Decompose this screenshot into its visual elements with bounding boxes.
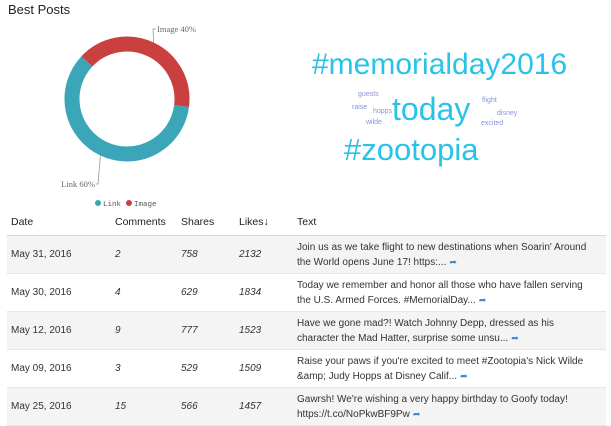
cloud-word[interactable]: wilde — [366, 119, 382, 126]
cell-shares: 629 — [177, 273, 235, 312]
cloud-word[interactable]: raise — [352, 104, 368, 111]
share-icon[interactable]: ➦ — [460, 370, 468, 381]
post-text: Raise your paws if you're excited to mee… — [297, 355, 584, 382]
cell-comments: 15 — [111, 387, 177, 426]
donut-chart-svg: Link 60% Image 40% Link Image — [61, 24, 196, 209]
post-text: Today we remember and honor all those wh… — [297, 279, 583, 306]
table-row: May 31, 2016 2 758 2132 Join us as we ta… — [7, 235, 606, 274]
cell-date: May 25, 2016 — [7, 387, 111, 426]
cell-comments: 9 — [111, 311, 177, 350]
cell-likes: 1457 — [235, 387, 293, 426]
cloud-word[interactable]: today — [392, 91, 471, 127]
table-row: May 12, 2016 9 777 1523 Have we gone mad… — [7, 311, 606, 350]
cell-shares: 566 — [177, 387, 235, 426]
slice-label: Link 60% — [61, 179, 95, 189]
cloud-word[interactable]: disney — [497, 110, 518, 117]
slice-label-leader — [96, 155, 101, 185]
donut-slice-link[interactable] — [64, 56, 190, 162]
cell-date: May 31, 2016 — [7, 235, 111, 274]
cloud-word[interactable]: #memorialday2016 — [312, 48, 568, 81]
cell-date: May 12, 2016 — [7, 311, 111, 350]
cell-comments: 2 — [111, 235, 177, 274]
cell-text: Today we remember and honor all those wh… — [293, 273, 606, 312]
post-text: Join us as we take flight to new destina… — [297, 241, 587, 268]
donut-slice-image[interactable] — [81, 36, 190, 107]
column-header-comments[interactable]: Comments — [111, 209, 177, 236]
cell-date: May 09, 2016 — [7, 349, 111, 388]
word-cloud: #memorialday2016 today #zootopia guests … — [300, 50, 600, 180]
column-header-shares[interactable]: Shares — [177, 209, 235, 236]
share-icon[interactable]: ➦ — [412, 408, 421, 419]
column-header-likes[interactable]: Likes↓ — [235, 209, 293, 236]
slice-label-leader — [152, 28, 156, 43]
share-icon[interactable]: ➦ — [449, 256, 457, 267]
post-text: Have we gone mad?! Watch Johnny Depp, dr… — [297, 317, 554, 344]
legend-item[interactable]: Link — [103, 201, 122, 209]
cloud-word[interactable]: #zootopia — [344, 132, 479, 167]
cell-text: Gawrsh! We're wishing a very happy birth… — [293, 387, 606, 426]
best-posts-table: Date Comments Shares Likes↓ Text May 31,… — [7, 209, 606, 426]
donut-chart: Link 60% Image 40% Link Image — [0, 14, 260, 214]
cell-likes: 1834 — [235, 273, 293, 312]
legend-swatch — [95, 200, 101, 206]
share-icon[interactable]: ➦ — [511, 332, 519, 343]
cell-shares: 777 — [177, 311, 235, 350]
cell-date: May 30, 2016 — [7, 273, 111, 312]
cell-text: Have we gone mad?! Watch Johnny Depp, dr… — [293, 311, 606, 350]
share-icon[interactable]: ➦ — [478, 294, 487, 305]
cloud-word[interactable]: excited — [481, 120, 504, 127]
section-title: Best Posts — [8, 2, 71, 17]
legend-swatch — [126, 200, 132, 206]
table-row: May 30, 2016 4 629 1834 Today we remembe… — [7, 273, 606, 312]
table-row: May 09, 2016 3 529 1509 Raise your paws … — [7, 349, 606, 388]
table-row: May 25, 2016 15 566 1457 Gawrsh! We're w… — [7, 387, 606, 426]
cell-text: Raise your paws if you're excited to mee… — [293, 349, 606, 388]
legend-item[interactable]: Image — [134, 201, 157, 209]
cell-likes: 2132 — [235, 235, 293, 274]
post-text: Gawrsh! We're wishing a very happy birth… — [297, 393, 568, 420]
cloud-word[interactable]: flight — [482, 97, 497, 104]
column-header-date[interactable]: Date — [7, 209, 111, 236]
table-header-row: Date Comments Shares Likes↓ Text — [7, 209, 606, 236]
cloud-word[interactable]: hopps — [373, 108, 393, 115]
cell-shares: 529 — [177, 349, 235, 388]
cell-comments: 4 — [111, 273, 177, 312]
slice-label: Image 40% — [157, 24, 196, 34]
cloud-word[interactable]: guests — [358, 91, 379, 98]
cell-text: Join us as we take flight to new destina… — [293, 235, 606, 274]
cell-comments: 3 — [111, 349, 177, 388]
cell-shares: 758 — [177, 235, 235, 274]
column-header-text[interactable]: Text — [293, 209, 606, 236]
cell-likes: 1523 — [235, 311, 293, 350]
cell-likes: 1509 — [235, 349, 293, 388]
